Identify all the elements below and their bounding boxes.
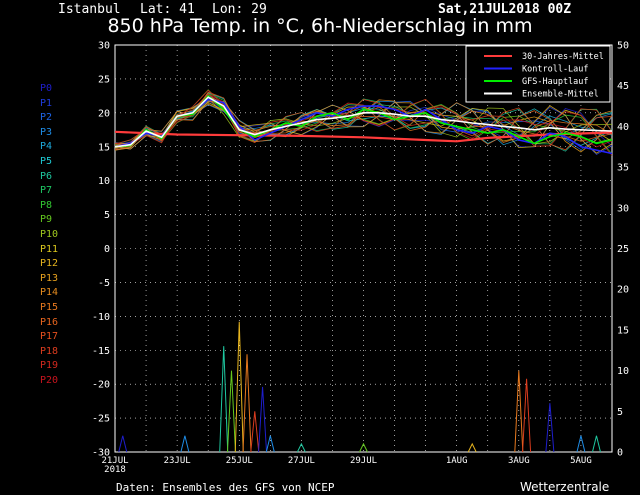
precip-spike — [219, 346, 229, 453]
y-tick-label-right: 35 — [617, 163, 629, 174]
member-label: P10 — [40, 229, 59, 240]
precip-spike — [250, 411, 260, 453]
member-label: P3 — [40, 126, 53, 138]
chart-title: 850 hPa Temp. in °C, 6h-Niederschlag in … — [107, 15, 533, 37]
member-label: P4 — [40, 141, 53, 153]
x-tick-label: 23JUL — [164, 456, 191, 466]
y-tick-label-left: 10 — [98, 176, 110, 187]
y-tick-label-right: 50 — [617, 41, 629, 52]
y-tick-label-left: 15 — [98, 142, 110, 153]
member-label: P7 — [40, 185, 53, 197]
x-tick-label: 27JUL — [288, 456, 315, 466]
legend-label: GFS-Hauptlauf — [522, 77, 589, 87]
y-tick-label-left: 30 — [98, 41, 110, 52]
latitude-label: Lat: 41 — [140, 2, 195, 17]
precip-spike — [242, 354, 252, 453]
precip-spike — [545, 403, 555, 453]
member-label: P17 — [40, 331, 59, 343]
member-label: P19 — [40, 360, 59, 372]
precip-spike — [591, 435, 601, 453]
member-curve — [114, 99, 613, 151]
precip-spike — [296, 442, 306, 453]
location-label: Istanbul — [58, 2, 121, 17]
member-label: P2 — [40, 112, 53, 124]
member-label: P1 — [40, 97, 53, 109]
x-tick-label: 3AUG — [508, 456, 530, 466]
precip-spike — [258, 386, 268, 453]
member-label: P12 — [40, 258, 59, 270]
brand-label: Wetterzentrale — [520, 480, 610, 494]
precip-spike — [359, 442, 368, 453]
x-tick-label: 5AUG — [570, 456, 592, 466]
y-tick-label-right: 45 — [617, 81, 629, 92]
legend-label: 30-Jahres-Mittel — [522, 52, 604, 62]
member-curve — [114, 89, 613, 148]
precip-spike — [234, 321, 244, 453]
y-tick-label-right: 25 — [617, 244, 629, 255]
member-curve — [114, 102, 613, 149]
member-label: P0 — [40, 83, 53, 94]
series-ensemble-mittel — [114, 96, 613, 148]
member-label: P13 — [40, 272, 59, 284]
data-source-label: Daten: Ensembles des GFS von NCEP — [116, 481, 335, 494]
y-tick-label-right: 10 — [617, 366, 629, 377]
y-tick-label-right: 40 — [617, 122, 629, 133]
precip-spike — [180, 435, 190, 453]
y-tick-label-right: 15 — [617, 325, 629, 336]
precip-spike — [467, 442, 477, 453]
y-tick-label-right: 5 — [617, 407, 623, 418]
y-tick-label-left: 20 — [98, 108, 110, 119]
member-label: P8 — [40, 199, 53, 211]
precip-spike — [265, 435, 275, 453]
y-tick-label-left: 0 — [104, 244, 110, 255]
member-label: P15 — [40, 302, 59, 313]
member-label: P14 — [40, 287, 59, 299]
y-tick-label-right: 20 — [617, 285, 629, 296]
legend-label: Ensemble-Mittel — [522, 90, 599, 100]
y-tick-label-left: -5 — [98, 278, 110, 289]
y-tick-label-right: 30 — [617, 203, 629, 214]
member-label: P6 — [40, 170, 53, 182]
y-tick-label-left: -30 — [92, 448, 110, 459]
y-tick-label-left: 25 — [98, 74, 110, 85]
precip-spike — [118, 435, 128, 453]
precip-spike — [226, 370, 236, 453]
precip-spike — [514, 370, 524, 453]
member-label: P11 — [40, 243, 59, 255]
run-time-label: Sat,21JUL2018 00Z — [438, 2, 572, 17]
x-tick-year: 2018 — [104, 465, 126, 475]
x-tick-label: 29JUL — [350, 456, 377, 466]
member-label: P9 — [40, 214, 53, 226]
member-label: P20 — [40, 375, 59, 386]
longitude-label: Lon: 29 — [212, 2, 267, 17]
y-tick-label-left: -25 — [92, 414, 110, 425]
member-label: P5 — [40, 156, 53, 167]
x-tick-label: 21JUL — [101, 456, 128, 466]
y-tick-label-left: 5 — [104, 210, 110, 221]
member-label: P18 — [40, 345, 59, 357]
x-tick-label: 1AUG — [446, 456, 468, 466]
x-tick-label: 25JUL — [226, 456, 253, 466]
member-label: P16 — [40, 316, 59, 328]
y-tick-label-right: 0 — [617, 448, 623, 459]
y-tick-label-left: -10 — [92, 312, 110, 323]
precip-spike — [576, 435, 586, 453]
y-tick-label-left: -15 — [92, 346, 110, 357]
precip-spike — [522, 378, 532, 453]
y-tick-label-left: -20 — [92, 380, 110, 391]
legend-label: Kontroll-Lauf — [522, 65, 589, 75]
